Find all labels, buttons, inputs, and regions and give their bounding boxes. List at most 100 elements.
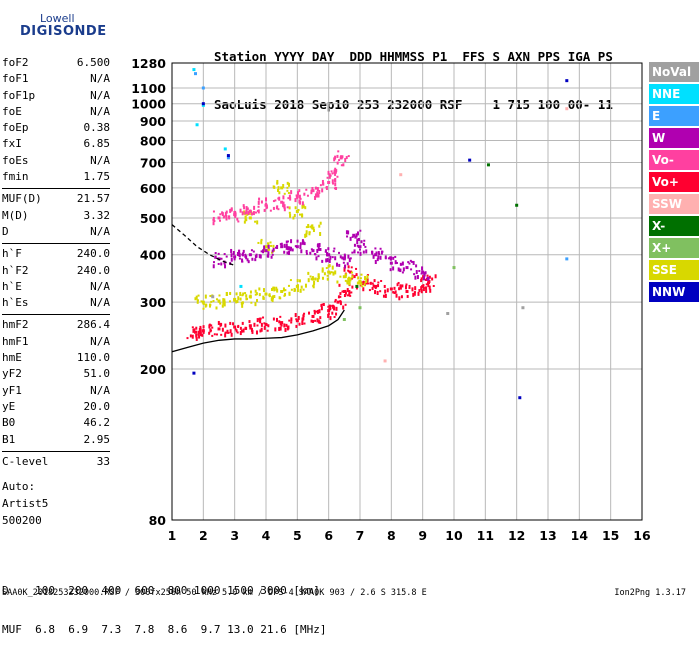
data-point (306, 194, 309, 197)
data-point (274, 199, 277, 202)
data-point (198, 335, 201, 339)
data-point (382, 294, 385, 298)
x-tick-label: 9 (418, 528, 427, 543)
y-tick-label: 400 (140, 248, 166, 263)
y-tick-label: 500 (140, 211, 166, 226)
data-point (348, 270, 351, 273)
data-point (241, 252, 244, 257)
data-point (210, 329, 213, 332)
data-point (418, 289, 421, 293)
data-point (446, 312, 450, 316)
data-point (311, 226, 315, 230)
param-separator (2, 243, 110, 245)
param-value: 51.0 (83, 367, 111, 381)
data-point (251, 257, 254, 261)
data-point (334, 182, 337, 187)
data-point (428, 285, 431, 290)
data-point (347, 265, 350, 269)
data-point (279, 321, 282, 326)
data-point (197, 294, 200, 297)
data-point (395, 293, 398, 298)
data-point (377, 255, 380, 260)
data-point (305, 252, 308, 255)
data-point (404, 285, 407, 290)
data-point (211, 334, 214, 337)
data-point (380, 279, 383, 282)
param-row: M(D) 3.32 (2, 209, 110, 225)
param-value: 6.500 (76, 56, 110, 69)
data-point (356, 281, 359, 285)
data-point (226, 329, 229, 334)
data-point (249, 294, 252, 299)
data-point (342, 275, 346, 279)
data-point (217, 320, 220, 325)
data-point (334, 155, 337, 160)
data-point (301, 201, 304, 206)
x-tick-label: 14 (571, 528, 589, 543)
data-point (285, 323, 288, 327)
param-name: foF1 (2, 72, 29, 86)
data-point (302, 315, 305, 318)
data-point (280, 290, 284, 293)
data-point (375, 251, 378, 255)
data-point (331, 172, 334, 175)
data-point (321, 269, 324, 273)
data-point (222, 298, 225, 302)
data-point (312, 284, 315, 287)
param-value: N/A (90, 296, 110, 310)
data-point (326, 257, 329, 262)
data-point (421, 270, 425, 274)
data-point (237, 324, 240, 327)
data-point (335, 262, 338, 267)
data-point (328, 264, 331, 268)
data-point (290, 190, 293, 195)
data-point (250, 212, 253, 216)
data-point (242, 328, 245, 333)
data-point (338, 283, 341, 287)
data-point (229, 329, 232, 334)
param-value: N/A (90, 224, 110, 238)
data-point (338, 159, 341, 162)
data-point (408, 286, 411, 289)
data-point (377, 284, 380, 288)
data-point (347, 276, 350, 281)
data-point (350, 291, 353, 294)
data-point (230, 208, 233, 211)
data-point (272, 247, 275, 251)
data-point (326, 176, 329, 179)
param-value: 110.0 (76, 351, 110, 365)
data-point (360, 273, 363, 276)
data-point (259, 317, 262, 320)
param-name: foF1p (2, 88, 36, 102)
data-point (279, 315, 282, 318)
data-point (305, 226, 308, 229)
data-point (223, 253, 226, 256)
data-point (316, 248, 319, 253)
data-point (310, 319, 313, 323)
data-point (286, 186, 289, 189)
data-point (285, 245, 288, 250)
x-tick-label: 2 (199, 528, 208, 543)
legend-item-nne: NNE (649, 84, 699, 104)
x-tick-label: 16 (633, 528, 651, 543)
x-tick-label: 4 (262, 528, 271, 543)
data-point (310, 189, 313, 193)
data-point (338, 251, 341, 254)
data-point (191, 326, 194, 329)
data-point (337, 295, 340, 299)
data-point (249, 290, 252, 294)
data-point (376, 258, 379, 262)
data-point (420, 272, 423, 275)
data-point (389, 268, 392, 272)
data-point (389, 256, 392, 260)
param-row: yE 20.0 (2, 400, 110, 416)
data-point (211, 295, 215, 299)
data-point (342, 318, 346, 322)
data-point (296, 279, 299, 283)
data-point (248, 216, 252, 220)
data-point (276, 179, 279, 184)
data-point (302, 240, 305, 244)
data-point (326, 253, 329, 257)
data-point (328, 304, 331, 307)
param-row: foF1p N/A (2, 89, 110, 105)
